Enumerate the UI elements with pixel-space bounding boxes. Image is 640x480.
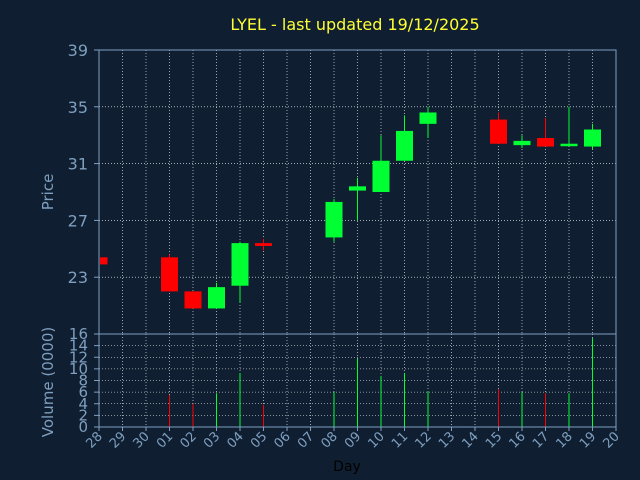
x-tick-label: 13 [436,429,458,451]
x-tick-label: 16 [507,429,529,451]
x-tick-label: 14 [460,429,482,451]
x-tick-label: 10 [366,429,388,451]
x-tick-label: 12 [413,429,435,451]
candle-11 [396,115,413,161]
candle-body [100,257,108,265]
x-tick-label: 15 [483,429,505,451]
candle-body [325,201,343,238]
x-tick-label: 30 [131,429,153,451]
candle-body [231,243,249,286]
candle-15 [490,112,507,144]
price-y-tick-label: 35 [68,98,88,117]
candle-17 [537,118,554,147]
candle-19 [584,123,601,150]
volume-y-tick-label: 4 [78,395,88,413]
volume-y-tick-label: 2 [78,406,88,424]
candle-05 [255,238,272,251]
price-y-tick-label: 39 [68,41,88,60]
candle-body [372,160,390,192]
volume-y-tick-label: 8 [78,372,88,390]
x-ticks: 28 29 30 01 02 03 04 05 06 07 08 09 10 11 12 13 14 15 16 17… [84,427,623,452]
price-y-tick-label: 27 [68,211,88,230]
x-tick-label: 08 [319,429,341,451]
candle-16 [513,135,531,148]
candle-body [396,130,413,161]
x-tick-label: 20 [601,429,623,451]
candle-body [349,186,366,191]
candle-body [161,257,178,292]
candle-10 [372,135,390,192]
candle-04 [231,241,249,303]
candle-12 [419,106,437,139]
candle-18 [560,106,578,147]
candle-09 [349,177,366,221]
candle-01 [161,254,178,292]
volume-panel [169,338,593,427]
candle-03 [208,282,225,309]
candle-body [513,140,531,146]
x-tick-label: 02 [178,429,200,451]
price-y-ticks: 39 35 31 27 23 [68,41,99,287]
volume-y-tick-label: 10 [69,360,88,378]
price-grid [99,50,616,334]
x-tick-label: 29 [107,429,129,451]
candle-body [584,129,601,147]
candle-body [419,112,437,124]
x-tick-label: 19 [577,429,599,451]
x-tick-label: 05 [248,429,270,451]
volume-y-tick-label: 12 [69,348,88,366]
x-tick-label: 11 [389,429,411,451]
volume-y-tick-label: 14 [69,337,88,355]
price-axis-label: Price [39,174,57,211]
candle-body [490,119,507,144]
volume-axis-label: Volume (0000) [39,327,57,437]
price-y-tick-label: 23 [68,268,88,287]
candle-body [208,287,225,309]
x-tick-label: 17 [530,429,552,451]
volume-y-tick-label: 0 [78,418,88,436]
volume-frame [98,333,617,428]
x-tick-label: 06 [272,429,294,451]
x-axis-label: Day [333,459,361,475]
volume-y-tick-label: 16 [69,325,88,343]
volume-y-tick-label: 6 [78,383,88,401]
x-tick-label: 09 [342,429,364,451]
x-tick-label: 07 [295,429,317,451]
candle-08 [325,199,343,242]
chart-title: LYEL - last updated 19/12/2025 [230,15,479,34]
price-panel [98,106,601,309]
x-tick-label: 04 [225,429,247,451]
x-tick-label: 03 [201,429,223,451]
candle-body [537,138,554,147]
x-tick-label: 01 [154,429,176,451]
candle-28 [98,257,108,265]
candle-02 [184,291,202,309]
x-tick-label: 18 [554,429,576,451]
candle-body [255,243,272,246]
price-y-tick-label: 31 [68,155,88,174]
candle-body [560,143,578,147]
candle-body [184,291,202,309]
